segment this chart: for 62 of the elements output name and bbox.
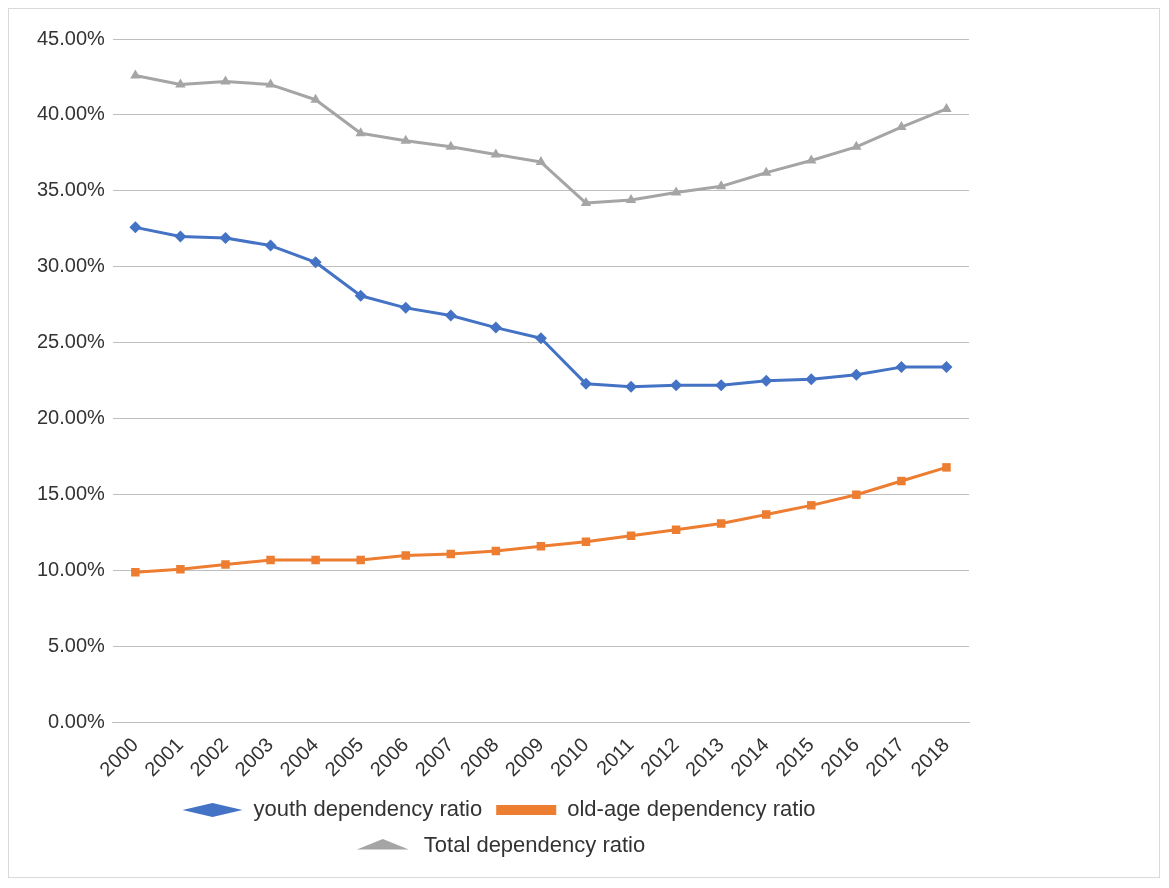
point	[489, 321, 502, 334]
point	[176, 564, 185, 574]
point	[221, 560, 230, 569]
point	[219, 231, 232, 244]
point	[264, 239, 277, 252]
point	[535, 156, 547, 166]
point	[174, 230, 187, 243]
point	[850, 368, 863, 381]
point	[942, 463, 951, 472]
point	[897, 476, 906, 486]
point	[309, 256, 322, 269]
point	[175, 78, 186, 88]
point	[625, 194, 637, 204]
y-tick-label: 20.00%	[36, 406, 106, 429]
point	[715, 180, 727, 190]
point	[445, 140, 456, 150]
legend-label: old-age dependency ratio	[567, 796, 816, 822]
point	[806, 154, 817, 164]
y-tick-label: 45.00%	[36, 26, 106, 49]
legend-label: Total dependency ratio	[423, 832, 646, 858]
point	[356, 555, 365, 565]
point	[265, 78, 276, 88]
point	[536, 542, 546, 551]
point	[671, 525, 681, 534]
point	[401, 551, 410, 560]
point	[761, 166, 772, 176]
point	[266, 555, 275, 565]
y-tick-label: 30.00%	[36, 254, 106, 277]
point	[716, 519, 726, 528]
y-tick-label: 40.00%	[36, 102, 106, 125]
point	[580, 197, 592, 207]
point	[579, 377, 592, 390]
point	[761, 510, 771, 519]
point	[534, 332, 547, 345]
point	[129, 221, 142, 234]
point	[626, 531, 636, 540]
point	[852, 490, 861, 499]
legend-label: youth dependency ratio	[253, 796, 483, 822]
point	[355, 127, 366, 137]
point	[131, 567, 140, 577]
point	[896, 121, 907, 131]
point	[715, 379, 728, 392]
y-tick-label: 25.00%	[36, 330, 106, 353]
y-tick-label: 5.00%	[48, 634, 106, 657]
point	[310, 93, 321, 103]
point	[444, 309, 457, 322]
y-tick-label: 15.00%	[36, 482, 106, 505]
point	[490, 148, 502, 158]
point	[220, 75, 231, 85]
point	[399, 301, 412, 314]
y-tick-label: 10.00%	[36, 558, 106, 581]
point	[895, 361, 908, 374]
point	[311, 555, 320, 565]
point	[805, 373, 818, 386]
y-tick-label: 35.00%	[36, 178, 106, 201]
point	[670, 186, 682, 196]
point	[400, 134, 411, 144]
y-tick-label: 0.00%	[48, 710, 106, 733]
point	[807, 501, 816, 510]
point	[940, 361, 953, 374]
point	[851, 140, 862, 150]
point	[354, 289, 367, 302]
